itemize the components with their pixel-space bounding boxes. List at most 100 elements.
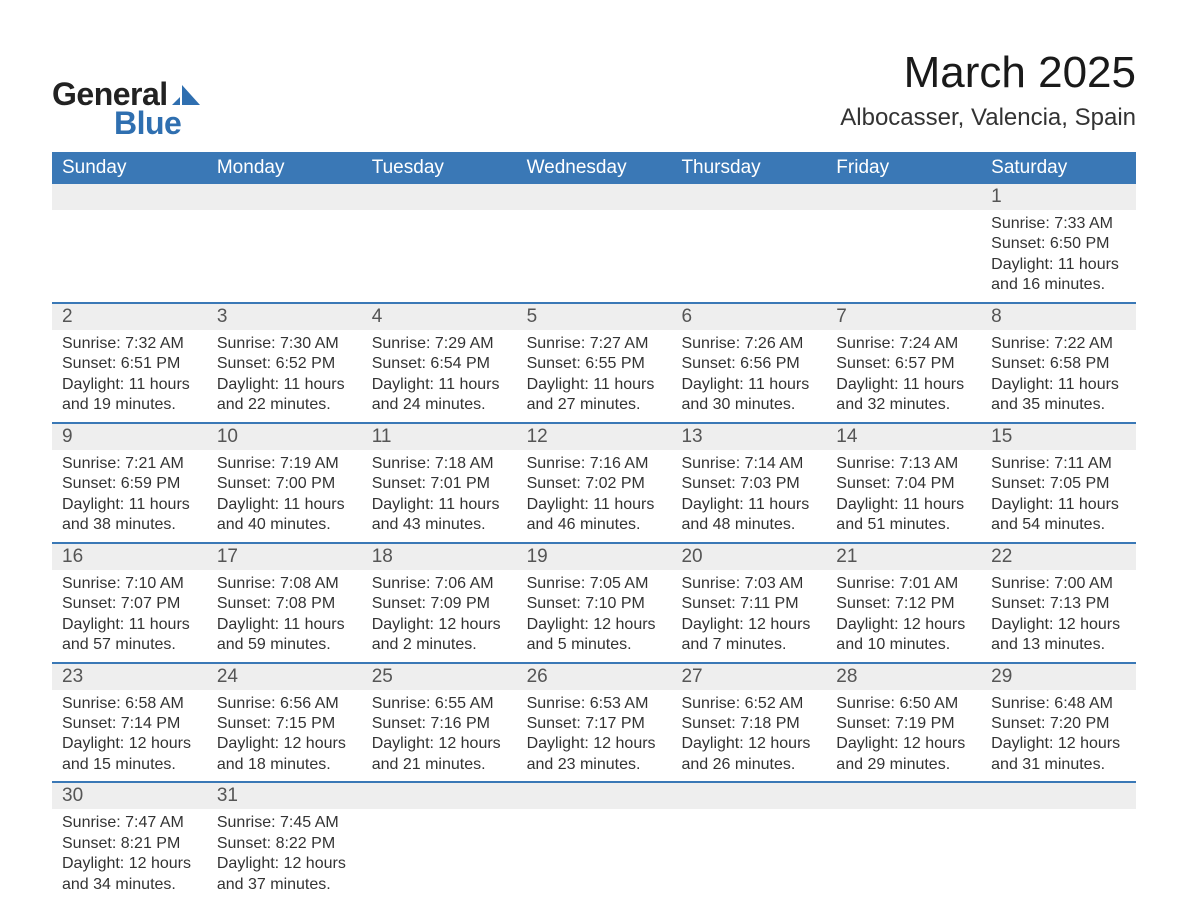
day-number: 3 xyxy=(207,304,362,330)
sunset-text: Sunset: 7:19 PM xyxy=(836,714,971,734)
daylight-line1: Daylight: 12 hours xyxy=(836,734,971,754)
day-number: 27 xyxy=(671,664,826,690)
day-data xyxy=(207,210,362,220)
daylight-line2: and 43 minutes. xyxy=(372,515,507,535)
day-number-cell: 7 xyxy=(826,304,981,330)
sunrise-text: Sunrise: 6:52 AM xyxy=(681,694,816,714)
day-data-cell xyxy=(362,210,517,302)
sunrise-text: Sunrise: 6:58 AM xyxy=(62,694,197,714)
day-data: Sunrise: 7:00 AMSunset: 7:13 PMDaylight:… xyxy=(981,570,1136,662)
day-number: 5 xyxy=(517,304,672,330)
calendar-week: 23242526272829Sunrise: 6:58 AMSunset: 7:… xyxy=(52,662,1136,782)
daylight-line1: Daylight: 12 hours xyxy=(217,734,352,754)
daylight-line1: Daylight: 11 hours xyxy=(62,615,197,635)
day-number: 1 xyxy=(981,184,1136,210)
day-data-cell: Sunrise: 7:10 AMSunset: 7:07 PMDaylight:… xyxy=(52,570,207,662)
day-data: Sunrise: 7:26 AMSunset: 6:56 PMDaylight:… xyxy=(671,330,826,422)
calendar-week: 1Sunrise: 7:33 AMSunset: 6:50 PMDaylight… xyxy=(52,184,1136,302)
day-data xyxy=(826,809,981,819)
day-number: 20 xyxy=(671,544,826,570)
day-label-monday: Monday xyxy=(207,152,362,184)
daylight-line2: and 10 minutes. xyxy=(836,635,971,655)
day-number: 26 xyxy=(517,664,672,690)
day-data: Sunrise: 7:08 AMSunset: 7:08 PMDaylight:… xyxy=(207,570,362,662)
day-number: 11 xyxy=(362,424,517,450)
day-number-cell xyxy=(826,184,981,210)
day-data-cell: Sunrise: 7:06 AMSunset: 7:09 PMDaylight:… xyxy=(362,570,517,662)
daylight-line2: and 48 minutes. xyxy=(681,515,816,535)
day-data-cell: Sunrise: 7:29 AMSunset: 6:54 PMDaylight:… xyxy=(362,330,517,422)
day-data: Sunrise: 7:06 AMSunset: 7:09 PMDaylight:… xyxy=(362,570,517,662)
day-data: Sunrise: 6:53 AMSunset: 7:17 PMDaylight:… xyxy=(517,690,672,782)
day-data: Sunrise: 7:16 AMSunset: 7:02 PMDaylight:… xyxy=(517,450,672,542)
daylight-line1: Daylight: 11 hours xyxy=(217,615,352,635)
logo-text-blue: Blue xyxy=(114,105,181,142)
day-data-cell: Sunrise: 7:27 AMSunset: 6:55 PMDaylight:… xyxy=(517,330,672,422)
daylight-line1: Daylight: 11 hours xyxy=(527,375,662,395)
daylight-line2: and 13 minutes. xyxy=(991,635,1126,655)
sunset-text: Sunset: 7:17 PM xyxy=(527,714,662,734)
day-number-cell: 15 xyxy=(981,424,1136,450)
day-number xyxy=(517,184,672,210)
sunset-text: Sunset: 6:54 PM xyxy=(372,354,507,374)
daylight-line1: Daylight: 12 hours xyxy=(372,615,507,635)
day-data: Sunrise: 6:58 AMSunset: 7:14 PMDaylight:… xyxy=(52,690,207,782)
day-number-cell: 11 xyxy=(362,424,517,450)
day-data: Sunrise: 7:18 AMSunset: 7:01 PMDaylight:… xyxy=(362,450,517,542)
sunrise-text: Sunrise: 7:01 AM xyxy=(836,574,971,594)
sunset-text: Sunset: 6:58 PM xyxy=(991,354,1126,374)
daylight-line2: and 59 minutes. xyxy=(217,635,352,655)
day-number-cell: 19 xyxy=(517,544,672,570)
day-data-cell: Sunrise: 7:32 AMSunset: 6:51 PMDaylight:… xyxy=(52,330,207,422)
daynum-row: 9101112131415 xyxy=(52,424,1136,450)
daylight-line2: and 22 minutes. xyxy=(217,395,352,415)
day-number-cell: 6 xyxy=(671,304,826,330)
day-number-cell xyxy=(52,184,207,210)
daynum-row: 16171819202122 xyxy=(52,544,1136,570)
day-number xyxy=(517,783,672,809)
sunrise-text: Sunrise: 7:22 AM xyxy=(991,334,1126,354)
day-number-cell: 10 xyxy=(207,424,362,450)
day-data xyxy=(362,809,517,819)
day-label-saturday: Saturday xyxy=(981,152,1136,184)
day-data-cell xyxy=(826,809,981,901)
daylight-line2: and 34 minutes. xyxy=(62,875,197,895)
daylight-line2: and 24 minutes. xyxy=(372,395,507,415)
day-data: Sunrise: 7:10 AMSunset: 7:07 PMDaylight:… xyxy=(52,570,207,662)
sunset-text: Sunset: 6:55 PM xyxy=(527,354,662,374)
day-label-sunday: Sunday xyxy=(52,152,207,184)
sunrise-text: Sunrise: 6:50 AM xyxy=(836,694,971,714)
daylight-line1: Daylight: 11 hours xyxy=(372,375,507,395)
calendar-week: 9101112131415Sunrise: 7:21 AMSunset: 6:5… xyxy=(52,422,1136,542)
day-number-cell: 12 xyxy=(517,424,672,450)
day-number: 10 xyxy=(207,424,362,450)
sunrise-text: Sunrise: 7:03 AM xyxy=(681,574,816,594)
day-data: Sunrise: 6:50 AMSunset: 7:19 PMDaylight:… xyxy=(826,690,981,782)
sunrise-text: Sunrise: 7:24 AM xyxy=(836,334,971,354)
day-data-cell: Sunrise: 7:30 AMSunset: 6:52 PMDaylight:… xyxy=(207,330,362,422)
day-data-cell: Sunrise: 7:16 AMSunset: 7:02 PMDaylight:… xyxy=(517,450,672,542)
day-data-cell: Sunrise: 7:22 AMSunset: 6:58 PMDaylight:… xyxy=(981,330,1136,422)
sunrise-text: Sunrise: 7:47 AM xyxy=(62,813,197,833)
day-number-cell: 8 xyxy=(981,304,1136,330)
day-number: 21 xyxy=(826,544,981,570)
day-data xyxy=(826,210,981,220)
sunrise-text: Sunrise: 6:48 AM xyxy=(991,694,1126,714)
day-data-cell: Sunrise: 7:11 AMSunset: 7:05 PMDaylight:… xyxy=(981,450,1136,542)
sunset-text: Sunset: 6:57 PM xyxy=(836,354,971,374)
daylight-line2: and 35 minutes. xyxy=(991,395,1126,415)
day-number-cell xyxy=(517,184,672,210)
day-number: 28 xyxy=(826,664,981,690)
calendar-week: 2345678Sunrise: 7:32 AMSunset: 6:51 PMDa… xyxy=(52,302,1136,422)
day-number: 7 xyxy=(826,304,981,330)
day-number-cell xyxy=(207,184,362,210)
sunrise-text: Sunrise: 7:30 AM xyxy=(217,334,352,354)
day-data: Sunrise: 7:33 AMSunset: 6:50 PMDaylight:… xyxy=(981,210,1136,302)
day-number-cell: 28 xyxy=(826,664,981,690)
daylight-line1: Daylight: 11 hours xyxy=(62,375,197,395)
day-data: Sunrise: 7:14 AMSunset: 7:03 PMDaylight:… xyxy=(671,450,826,542)
day-data-cell: Sunrise: 7:24 AMSunset: 6:57 PMDaylight:… xyxy=(826,330,981,422)
daylight-line1: Daylight: 12 hours xyxy=(62,734,197,754)
daylight-line1: Daylight: 11 hours xyxy=(372,495,507,515)
sunrise-text: Sunrise: 7:05 AM xyxy=(527,574,662,594)
